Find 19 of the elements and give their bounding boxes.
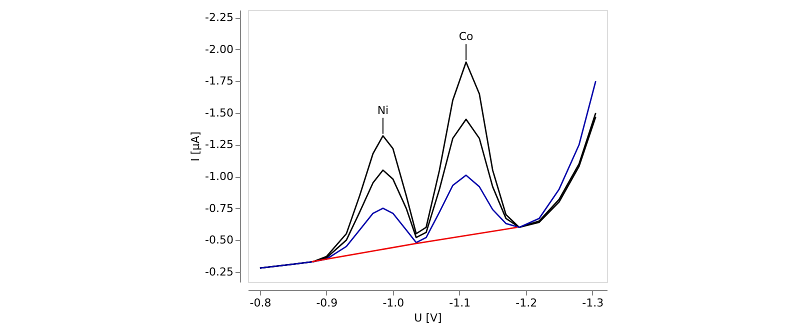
y-axis-title: I [µA] — [189, 132, 202, 162]
x-axis-title: U [V] — [414, 312, 442, 324]
x-tick-label: -0.9 — [316, 296, 338, 310]
x-tick-label: -1.1 — [449, 296, 471, 310]
y-tick-label: -1.25 — [205, 138, 234, 152]
x-tick-label: -0.8 — [250, 296, 272, 310]
x-tick-label: -1.2 — [516, 296, 538, 310]
x-tick-label: -1.0 — [382, 296, 404, 310]
y-tick-label: -0.75 — [205, 202, 234, 215]
y-tick-label: -1.50 — [205, 106, 234, 120]
y-tick-label: -2.25 — [205, 11, 234, 24]
annotation: Ni — [377, 104, 389, 117]
y-tick-label: -1.00 — [205, 170, 234, 184]
annotation: Co — [458, 30, 474, 44]
y-tick-label: -0.50 — [205, 234, 234, 247]
y-tick-label: -1.75 — [205, 74, 234, 88]
y-tick-label: -2.00 — [205, 42, 234, 56]
x-tick-label: -1.3 — [582, 296, 604, 310]
y-tick-label: -0.25 — [205, 265, 234, 278]
